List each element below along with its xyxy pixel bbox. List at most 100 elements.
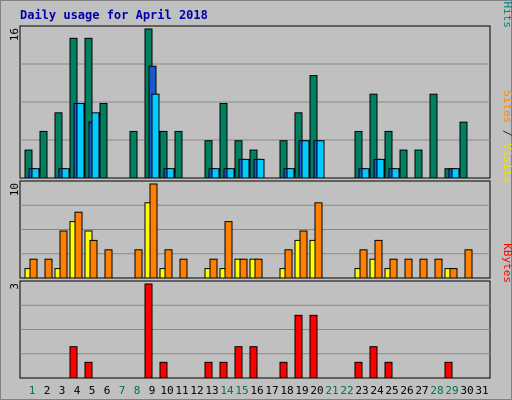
kbytes-kbytes-bar-day-24 [369,346,378,379]
x-tick-label-9: 9 [149,384,156,397]
visits-sites-bar-day-28 [434,258,443,279]
hits-pages-bar-day-24 [376,158,385,179]
kbytes-kbytes-bar-day-13 [204,361,213,379]
x-tick-label-25: 25 [385,384,398,397]
x-tick-label-27: 27 [415,384,428,397]
hits-axis-title: Pages / Files / Hits [501,0,512,28]
x-tick-label-5: 5 [89,384,96,397]
hits-pages-bar-day-23 [361,168,370,179]
x-tick-label-12: 12 [190,384,203,397]
hits-panel: 16 Pages / Files / Hits [8,0,512,179]
hits-pages-bar-day-3 [61,168,70,179]
x-tick-label-21: 21 [325,384,338,397]
kbytes-kbytes-bar-day-20 [309,314,318,379]
visits-axis-title-part-0: Sites [501,90,512,123]
visits-sites-bar-day-18 [284,249,293,279]
x-tick-label-11: 11 [175,384,188,397]
kbytes-kbytes-bar-day-16 [249,346,258,379]
hits-pages-bar-day-16 [256,158,265,179]
kbytes-kbytes-bar-day-29 [444,361,453,379]
kbytes-kbytes-bar-day-18 [279,361,288,379]
hits-hits-bar-day-6 [99,103,108,179]
hits-pages-bar-day-29 [451,168,460,179]
x-tick-label-23: 23 [355,384,368,397]
visits-sites-bar-day-24 [374,239,383,279]
hits-axis-title-part-4: Hits [501,2,512,29]
x-tick-label-20: 20 [310,384,323,397]
x-tick-label-1: 1 [29,384,36,397]
visits-series-sites [29,183,473,279]
kbytes-max-label: 3 [8,283,21,290]
visits-sites-bar-day-25 [389,258,398,279]
x-tick-label-30: 30 [460,384,473,397]
x-tick-label-3: 3 [59,384,66,397]
hits-pages-bar-day-20 [316,140,325,179]
x-tick-label-2: 2 [44,384,51,397]
x-tick-label-24: 24 [370,384,384,397]
x-tick-label-7: 7 [119,384,126,397]
hits-pages-bar-day-5 [91,112,100,179]
x-tick-label-16: 16 [250,384,263,397]
kbytes-kbytes-bar-day-14 [219,361,228,379]
visits-sites-bar-day-27 [419,258,428,279]
visits-sites-bar-day-20 [314,202,323,279]
x-tick-label-4: 4 [74,384,81,397]
kbytes-kbytes-bar-day-9 [144,283,153,379]
x-tick-label-28: 28 [430,384,443,397]
kbytes-panel: 3 KBytes [8,243,512,379]
hits-pages-bar-day-1 [31,168,40,179]
hits-hits-bar-day-26 [399,149,408,179]
x-tick-label-10: 10 [160,384,173,397]
hits-hits-bar-day-30 [459,121,468,179]
x-tick-label-6: 6 [104,384,111,397]
hits-pages-bar-day-9 [151,93,160,179]
visits-sites-bar-day-16 [254,258,263,279]
visits-max-label: 10 [8,183,21,196]
visits-sites-bar-day-9 [149,183,158,279]
chart-title: Daily usage for April 2018 [20,8,208,22]
visits-axis-title-part-1: / [501,123,512,143]
kbytes-kbytes-bar-day-23 [354,361,363,379]
x-tick-label-17: 17 [265,384,278,397]
kbytes-kbytes-bar-day-10 [159,361,168,379]
visits-sites-bar-day-3 [59,230,68,279]
visits-sites-bar-day-2 [44,258,53,279]
x-tick-label-22: 22 [340,384,353,397]
visits-sites-bar-day-1 [29,258,38,279]
visits-sites-bar-day-5 [89,239,98,279]
kbytes-series-kbytes [69,283,453,379]
visits-panel: 10 Sites / Visits [8,90,512,279]
hits-pages-bar-day-25 [391,168,400,179]
hits-pages-bar-day-19 [301,140,310,179]
visits-sites-bar-day-11 [179,258,188,279]
hits-max-label: 16 [8,28,21,41]
kbytes-kbytes-bar-day-4 [69,346,78,379]
visits-sites-bar-day-30 [464,249,473,279]
visits-sites-bar-day-13 [209,258,218,279]
hits-hits-bar-day-28 [429,93,438,179]
visits-axis-title-part-2: Visits [501,143,512,183]
visits-sites-bar-day-23 [359,249,368,279]
x-tick-label-19: 19 [295,384,308,397]
kbytes-axis-title-part-0: KBytes [501,243,512,283]
kbytes-kbytes-bar-day-19 [294,314,303,379]
kbytes-kbytes-bar-day-25 [384,361,393,379]
kbytes-axis-title: KBytes [501,243,512,283]
hits-pages-bar-day-13 [211,168,220,179]
hits-pages-bar-day-14 [226,168,235,179]
kbytes-kbytes-bar-day-15 [234,346,243,379]
hits-series-pages [31,93,460,179]
hits-hits-bar-day-11 [174,130,183,179]
visits-sites-bar-day-10 [164,249,173,279]
visits-sites-bar-day-6 [104,249,113,279]
visits-sites-bar-day-26 [404,258,413,279]
x-tick-label-31: 31 [475,384,488,397]
x-tick-label-26: 26 [400,384,413,397]
hits-axis-title-part-3: / [501,0,512,2]
visits-sites-bar-day-4 [74,211,83,279]
x-tick-label-13: 13 [205,384,218,397]
hits-pages-bar-day-4 [76,103,85,179]
x-tick-label-15: 15 [235,384,248,397]
visits-sites-bar-day-8 [134,249,143,279]
kbytes-kbytes-bar-day-5 [84,361,93,379]
